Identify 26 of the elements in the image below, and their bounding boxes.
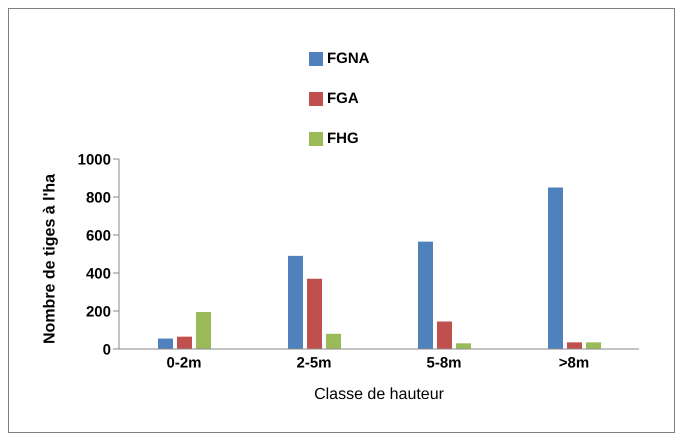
legend-label: FGNA (327, 50, 370, 67)
y-tick-label: 200 (86, 303, 111, 320)
y-axis-title: Nombre de tiges à l'ha (42, 174, 59, 344)
bar (418, 242, 433, 349)
bar (567, 342, 582, 349)
y-tick-label: 0 (102, 341, 111, 358)
x-tick-label: 0-2m (166, 354, 202, 372)
y-tick-label: 800 (86, 189, 111, 206)
bar (586, 342, 601, 349)
x-tick-label: >8m (558, 354, 590, 372)
x-tick-label: 5-8m (426, 354, 462, 372)
bar (288, 256, 303, 349)
x-axis-title: Classe de hauteur (314, 386, 445, 403)
bar (307, 278, 322, 349)
y-tick-label: 400 (86, 265, 111, 282)
bar (177, 336, 192, 349)
y-tick-label: 600 (86, 227, 111, 244)
x-tick-label: 2-5m (296, 354, 332, 372)
bar (548, 188, 563, 349)
bar (437, 321, 452, 349)
y-tick-label: 1000 (78, 151, 111, 168)
bar (196, 312, 211, 349)
bar (158, 338, 173, 349)
bar (326, 334, 341, 349)
legend-label: FGA (327, 90, 359, 107)
legend-label: FHG (327, 130, 359, 147)
